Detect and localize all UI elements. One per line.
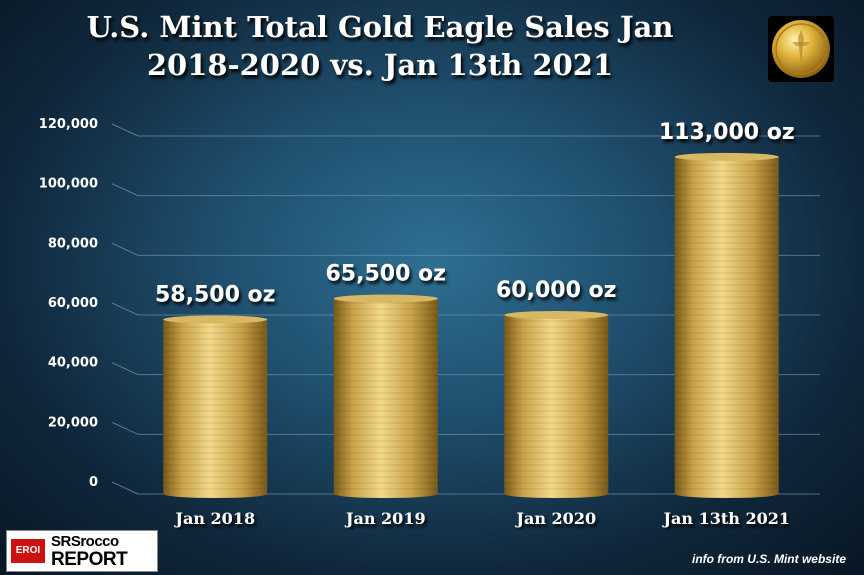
x-tick-label: Jan 2018: [173, 509, 255, 528]
data-label: 60,000 oz: [496, 278, 616, 303]
bar-texture: [163, 319, 268, 494]
bar: [333, 294, 438, 498]
bar-top: [333, 294, 438, 303]
bar: [674, 152, 779, 498]
bar-top: [504, 311, 609, 319]
y-tick-label: 120,000: [39, 117, 98, 132]
gridline-slant: [111, 421, 139, 435]
gridline-slant: [111, 362, 139, 376]
y-tick-label: 0: [89, 475, 98, 490]
y-tick-label: 40,000: [48, 356, 98, 371]
data-label: 113,000 oz: [659, 120, 795, 145]
bar: [163, 315, 268, 498]
gridline-slant: [111, 123, 139, 137]
x-tick-label: Jan 13th 2021: [661, 509, 790, 528]
y-tick-label: 60,000: [48, 296, 98, 311]
chart-title-line2: 2018-2020 vs. Jan 13th 2021: [146, 48, 614, 82]
chart-title-line1: U.S. Mint Total Gold Eagle Sales Jan: [86, 10, 674, 44]
data-label: 58,500 oz: [155, 282, 275, 307]
x-tick-label: Jan 2020: [514, 509, 596, 528]
gridline-slant: [111, 183, 139, 197]
logo-badge: EROI: [11, 539, 45, 563]
logo-line1: SRSrocco: [51, 533, 119, 550]
gridline-slant: [111, 302, 139, 316]
bar-top: [674, 152, 779, 161]
chart-title: U.S. Mint Total Gold Eagle Sales Jan 201…: [20, 8, 740, 84]
bar: [504, 311, 609, 498]
bar-texture: [504, 315, 609, 494]
y-tick-label: 80,000: [48, 236, 98, 251]
bar-texture: [333, 298, 438, 494]
source-note: info from U.S. Mint website: [691, 552, 846, 566]
bar-top: [163, 315, 268, 324]
y-tick-label: 20,000: [48, 415, 98, 430]
gridline-slant: [111, 242, 139, 256]
x-tick-label: Jan 2019: [344, 509, 426, 528]
logo-line2: REPORT: [51, 549, 128, 570]
gold-eagle-coin-icon: [768, 16, 834, 82]
srsrocco-report-logo: EROI SRSrocco REPORT: [6, 530, 158, 572]
y-tick-label: 100,000: [39, 177, 98, 192]
gridline-slant: [111, 481, 139, 495]
bar-texture: [674, 156, 779, 494]
data-label: 65,500 oz: [326, 262, 446, 287]
